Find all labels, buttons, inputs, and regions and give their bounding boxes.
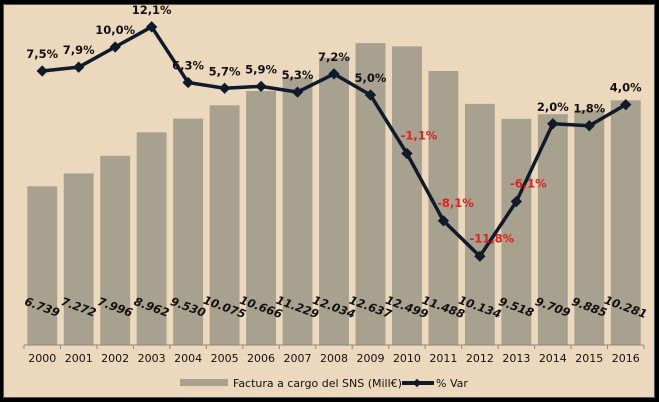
bar-2005 bbox=[209, 105, 240, 345]
legend-label-bars: Factura a cargo del SNS (Mill€) bbox=[233, 377, 402, 390]
x-tick-label-2005: 2005 bbox=[211, 352, 239, 365]
line-marker-2011 bbox=[437, 215, 450, 227]
bar-2013 bbox=[501, 118, 532, 345]
line-marker-2006 bbox=[255, 80, 267, 93]
bar-2010 bbox=[391, 46, 422, 346]
pct-label-2016: 4,0% bbox=[610, 81, 642, 95]
pct-label-2005: 5,7% bbox=[209, 64, 241, 78]
bar-2000 bbox=[27, 186, 58, 345]
combo-chart: 6.7397.2727.9968.9629.53010.07510.66611.… bbox=[23, 3, 649, 390]
x-tick-label-2009: 2009 bbox=[356, 352, 384, 365]
x-tick-label-2010: 2010 bbox=[393, 352, 421, 365]
pct-label-2014: 2,0% bbox=[537, 100, 569, 114]
pct-label-2015: 1,8% bbox=[573, 102, 605, 116]
pct-label-2002: 10,0% bbox=[95, 23, 135, 37]
legend-label-line: % Var bbox=[436, 377, 468, 390]
legend-marker-icon bbox=[412, 378, 422, 388]
x-tick-label-2013: 2013 bbox=[502, 352, 530, 365]
pct-label-2011: -8,1% bbox=[437, 196, 474, 210]
x-tick-label-2012: 2012 bbox=[466, 352, 494, 365]
pct-label-2004: 6,3% bbox=[172, 59, 204, 73]
line-marker-2000 bbox=[36, 65, 48, 77]
pct-label-2000: 7,5% bbox=[26, 47, 58, 61]
bar-2003 bbox=[136, 132, 167, 345]
legend: Factura a cargo del SNS (Mill€) % Var bbox=[180, 377, 468, 390]
bar-2012 bbox=[464, 103, 495, 345]
bar-2011 bbox=[428, 71, 459, 346]
bar-2007 bbox=[282, 77, 313, 345]
bar-2006 bbox=[246, 90, 277, 346]
x-tick-label-2008: 2008 bbox=[320, 352, 348, 365]
x-tick-label-2002: 2002 bbox=[101, 352, 129, 365]
x-tick-label-2007: 2007 bbox=[284, 352, 312, 365]
x-tick-label-2006: 2006 bbox=[247, 352, 275, 365]
line-marker-2012 bbox=[474, 250, 486, 262]
bar-2016 bbox=[610, 100, 641, 345]
chart-area: 6.739 7.272 7.996 8.962 9.530 10.075 10.666 11.… bbox=[3, 3, 655, 398]
x-tick-label-2001: 2001 bbox=[65, 352, 93, 365]
x-axis: 2000 2001 2002 2003 2004 2005 2006 2007 2008 2009… bbox=[23, 344, 645, 365]
pct-label-2009: 5,0% bbox=[355, 71, 387, 85]
line-marker-2002 bbox=[109, 41, 121, 53]
bar-2004 bbox=[173, 118, 204, 345]
pct-label-2007: 5,3% bbox=[282, 68, 314, 82]
x-tick-label-2000: 2000 bbox=[28, 352, 56, 365]
bar-2001 bbox=[63, 173, 94, 345]
x-tick-label-2016: 2016 bbox=[612, 352, 640, 365]
pct-label-2006: 5,9% bbox=[245, 62, 277, 76]
x-tick-label-2011: 2011 bbox=[429, 352, 457, 365]
bar-2002 bbox=[100, 155, 131, 345]
pct-label-2003: 12,1% bbox=[132, 5, 172, 17]
x-tick-label-2015: 2015 bbox=[575, 352, 603, 365]
pct-label-2008: 7,2% bbox=[318, 50, 350, 64]
line-marker-2001 bbox=[73, 61, 85, 73]
pct-label-2010: -1,1% bbox=[401, 129, 438, 143]
legend-swatch-bars bbox=[180, 379, 228, 386]
pct-label-2001: 7,9% bbox=[63, 43, 95, 57]
bars-layer bbox=[27, 43, 641, 346]
x-tick-label-2003: 2003 bbox=[138, 352, 166, 365]
pct-label-2013: -6,1% bbox=[510, 177, 547, 191]
bar-2008 bbox=[319, 57, 349, 345]
line-marker-2005 bbox=[218, 82, 231, 94]
bar-2014 bbox=[537, 114, 568, 346]
line-marker-2010 bbox=[401, 147, 413, 160]
pct-labels-layer: 7,5% 7,9%10,0% 12,1% 6,3% 5,7% 5,9% 5,3% 7,2% 5,… bbox=[26, 3, 642, 245]
x-tick-label-2004: 2004 bbox=[174, 352, 202, 365]
x-tick-label-2014: 2014 bbox=[539, 352, 567, 365]
bar-2015 bbox=[574, 109, 605, 345]
pct-label-2012: -11,8% bbox=[470, 231, 515, 245]
